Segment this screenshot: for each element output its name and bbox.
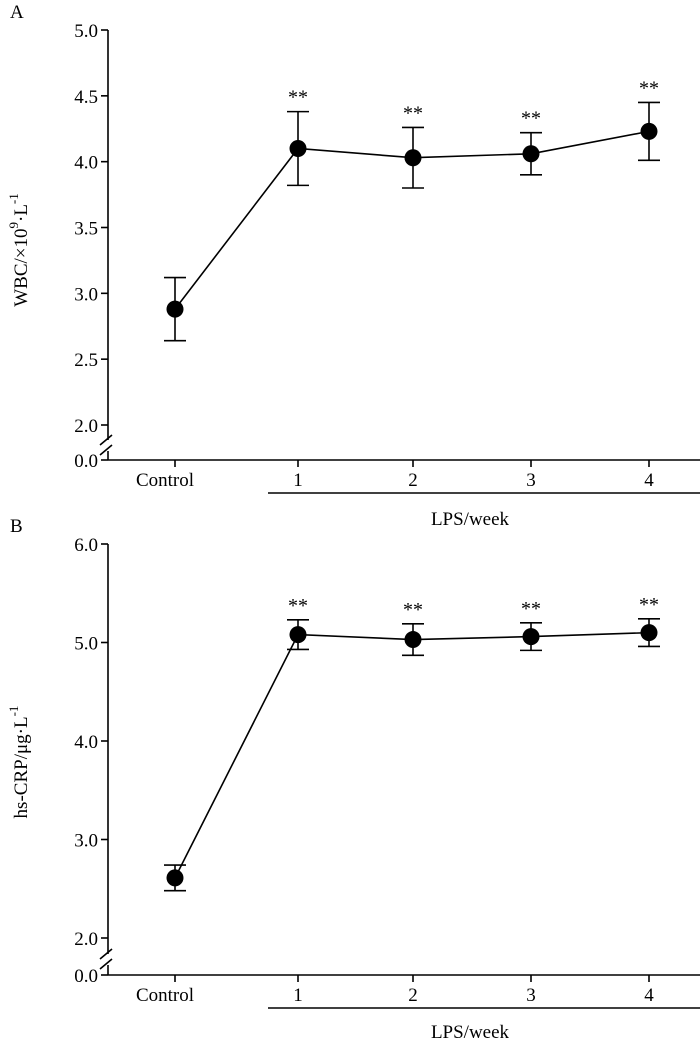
series-line (174, 631, 650, 879)
x-tick-label: 4 (644, 985, 654, 1006)
data-point (289, 140, 307, 157)
y-tick-label: 6.0 (74, 535, 98, 556)
significance-marker: ** (521, 108, 541, 130)
y-tick-label: 2.0 (74, 929, 98, 950)
data-point (640, 122, 658, 140)
x-tick-label: 3 (526, 985, 536, 1006)
axis-break-mark (99, 958, 113, 970)
group-label: LPS/week (431, 509, 510, 530)
y-tick-label: 4.0 (74, 153, 98, 174)
y-tick-label: 5.0 (74, 634, 98, 655)
x-tick-label: Control (136, 470, 194, 491)
data-point (166, 300, 184, 318)
y-tick-label: 2.5 (74, 350, 98, 371)
y-axis-label: hs-CRP/μg·L-1 (6, 706, 32, 819)
significance-marker: ** (403, 102, 423, 124)
x-tick-label: 3 (526, 470, 536, 491)
x-tick-label: 1 (293, 985, 303, 1006)
data-point (404, 149, 422, 167)
data-point (522, 628, 540, 646)
y-axis-label: WBC/×109·L-1 (6, 193, 32, 307)
y-tick-label-zero: 0.0 (74, 451, 98, 472)
y-tick-label: 2.0 (74, 416, 98, 437)
y-tick-label: 4.0 (74, 732, 98, 753)
group-label: LPS/week (431, 1022, 510, 1040)
data-point (522, 145, 540, 163)
y-tick-label: 3.0 (74, 831, 98, 852)
axis-break-mark (99, 434, 113, 446)
significance-marker: ** (288, 595, 308, 617)
data-point (404, 631, 422, 649)
axis-break-mark (99, 948, 113, 960)
data-point (640, 624, 658, 642)
x-tick-label: Control (136, 985, 194, 1006)
significance-marker: ** (639, 594, 659, 616)
y-tick-label: 4.5 (74, 87, 98, 108)
data-point (166, 869, 184, 887)
significance-marker: ** (403, 599, 423, 621)
y-tick-label: 3.0 (74, 284, 98, 305)
significance-marker: ** (639, 77, 659, 99)
x-tick-label: 1 (293, 470, 303, 491)
y-tick-label-zero: 0.0 (74, 966, 98, 987)
significance-marker: ** (521, 598, 541, 620)
y-tick-label: 5.0 (74, 21, 98, 42)
x-tick-label: 2 (408, 470, 418, 491)
axis-break-mark (99, 444, 113, 456)
panel-label: A (10, 2, 24, 23)
data-point (289, 626, 307, 644)
x-tick-label: 2 (408, 985, 418, 1006)
significance-marker: ** (288, 87, 308, 109)
x-tick-label: 4 (644, 470, 654, 491)
y-tick-label: 3.5 (74, 219, 98, 240)
panel-label: B (10, 516, 23, 537)
